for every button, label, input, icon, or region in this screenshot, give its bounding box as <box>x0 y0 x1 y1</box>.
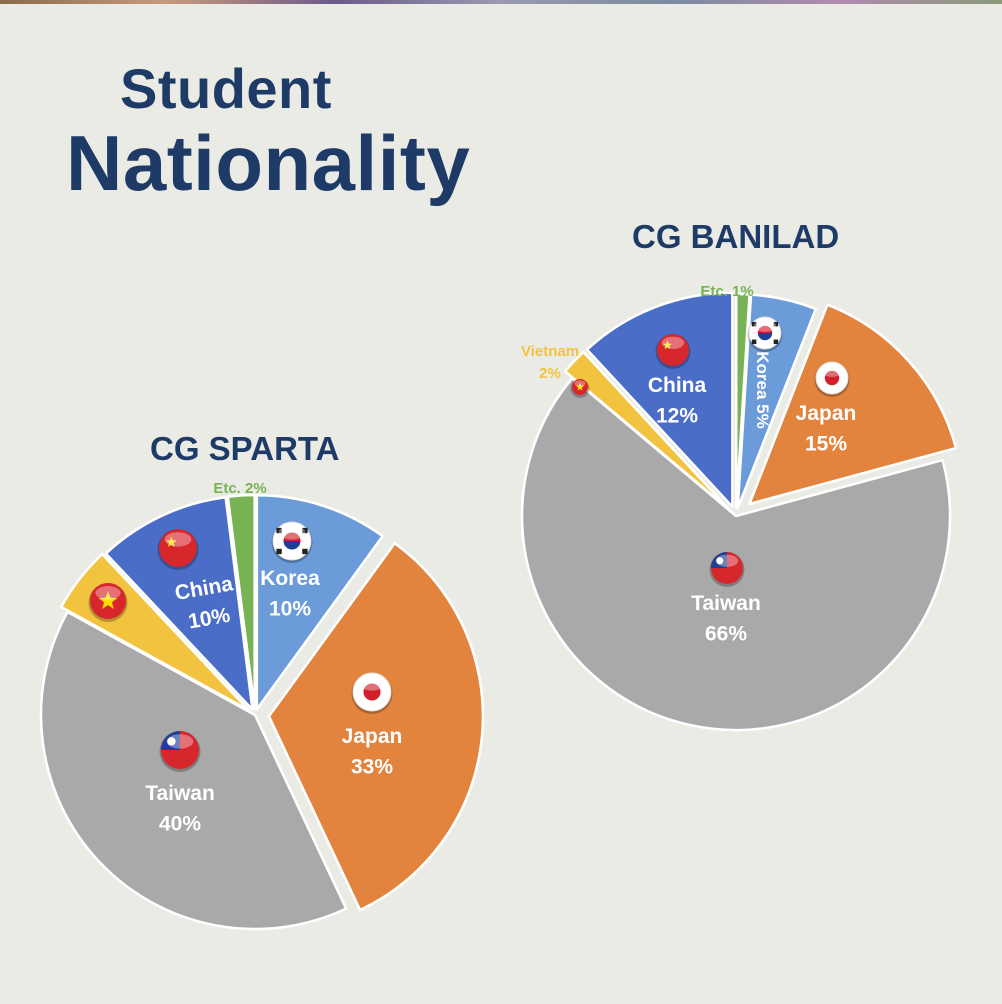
slice-etc <box>226 493 256 711</box>
china-flag <box>157 529 199 570</box>
china-flag <box>655 334 691 369</box>
slice-pct-japan: 15% <box>805 432 847 455</box>
slice-china <box>104 496 254 711</box>
page-title-line1: Student <box>120 57 332 120</box>
slice-pct-taiwan: 40% <box>159 812 201 835</box>
slice-japan <box>267 541 485 912</box>
label-korea: Korea 10% <box>260 567 320 620</box>
slice-etc <box>734 292 751 510</box>
label-taiwan: Taiwan 66% <box>691 592 761 645</box>
slice-name-japan: Japan <box>796 402 857 425</box>
slice-vietnam <box>563 350 731 511</box>
label-taiwan: Taiwan 40% <box>145 782 215 835</box>
slice-name-korea: Korea <box>260 567 320 590</box>
label-korea: Korea 5% <box>753 351 772 428</box>
slice-label-etc: Etc. 1% <box>700 283 753 300</box>
slice-pct-taiwan: 66% <box>705 622 747 645</box>
korea-flag <box>747 316 783 352</box>
label-etc: Etc. 2% <box>213 480 266 497</box>
slice-pct-vietnam: 2% <box>539 365 561 382</box>
vietnam-flag <box>88 583 128 622</box>
chart-title-banilad: CG BANILAD <box>632 218 840 255</box>
taiwan-flag <box>709 552 745 587</box>
slice-label-etc: Etc. 2% <box>213 480 266 497</box>
page-title-line2: Nationality <box>66 119 471 207</box>
slice-japan <box>748 303 958 506</box>
label-china: China 12% <box>648 374 707 427</box>
pie-cgbanilad: Etc. 1% Korea 5% Japan 15% Taiwan 66% Vietnam 2… <box>520 283 958 732</box>
taiwan-flag <box>159 731 201 772</box>
korea-flag <box>271 521 313 563</box>
label-japan: Japan 15% <box>796 402 857 455</box>
slice-korea <box>736 293 818 510</box>
japan-flag <box>814 361 850 397</box>
label-japan: Japan 33% <box>342 725 403 778</box>
slice-name-japan: Japan <box>342 725 403 748</box>
japan-flag <box>351 672 393 714</box>
label-etc: Etc. 1% <box>700 283 753 300</box>
label-vietnam: Vietnam 2% <box>521 343 579 382</box>
slice-pct-japan: 33% <box>351 755 393 778</box>
slice-taiwan <box>39 610 348 931</box>
slice-name-china: China <box>648 374 707 397</box>
slice-taiwan <box>520 376 952 732</box>
vietnam-flag <box>570 379 590 398</box>
slice-pct-korea: 10% <box>269 597 311 620</box>
top-image-strip <box>0 0 1002 4</box>
slice-name-taiwan: Taiwan <box>145 782 215 805</box>
slice-name-taiwan: Taiwan <box>691 592 761 615</box>
slice-name-vietnam: Vietnam <box>521 343 579 360</box>
slice-pct-china: 12% <box>656 404 698 427</box>
slice-china <box>585 291 734 508</box>
chart-title-sparta: CG SPARTA <box>150 430 340 467</box>
slice-label-korea: Korea 5% <box>753 351 772 428</box>
